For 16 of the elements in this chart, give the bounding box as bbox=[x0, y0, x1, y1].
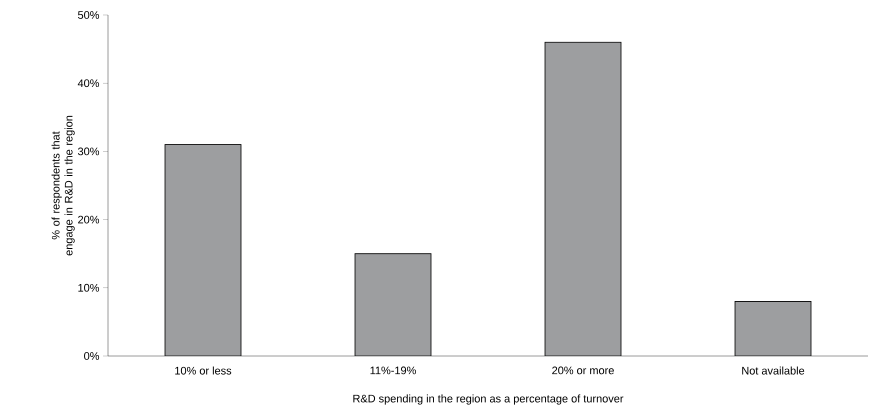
y-tick-label: 30% bbox=[78, 148, 100, 156]
y-tick-label: 20% bbox=[78, 216, 100, 224]
x-tick-label: Not available bbox=[742, 366, 804, 375]
y-tick-label: 10% bbox=[78, 284, 100, 292]
bar bbox=[734, 301, 812, 356]
y-axis-title: % of respondents that engage in R&D in the region bbox=[52, 116, 75, 256]
y-tick-label: 50% bbox=[78, 11, 100, 19]
bar bbox=[544, 42, 622, 356]
x-axis-title: R&D spending in the region as a percentage of turnover bbox=[353, 394, 624, 405]
y-tick-label: 40% bbox=[78, 79, 100, 88]
bar bbox=[164, 144, 242, 356]
x-tick-label: 20% or more bbox=[552, 366, 614, 374]
bar bbox=[354, 253, 432, 356]
x-tick-label: 11%-19% bbox=[370, 366, 416, 374]
y-tick-label: 0% bbox=[84, 352, 100, 360]
x-tick-label: 10% or less bbox=[175, 366, 232, 375]
